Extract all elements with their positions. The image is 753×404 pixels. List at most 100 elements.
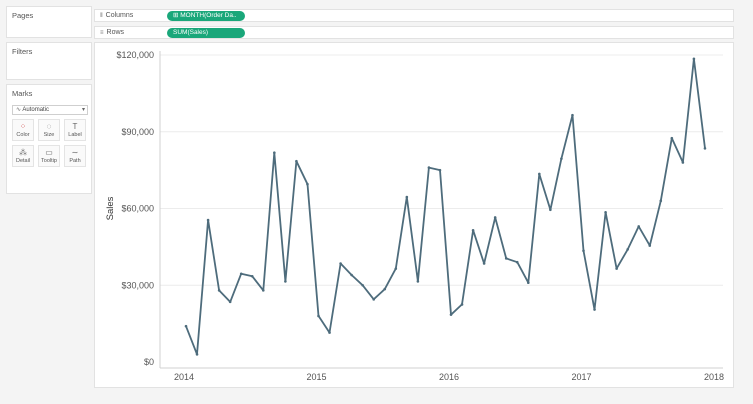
data-point <box>306 182 309 186</box>
x-tick-label: 2017 <box>571 372 591 382</box>
chevron-down-icon: ▾ <box>81 107 85 113</box>
y-tick-label: $120,000 <box>116 50 154 60</box>
data-point <box>593 308 596 311</box>
y-tick-label: $0 <box>144 357 154 367</box>
mark-tooltip-button[interactable]: ▭ Tooltip <box>38 145 60 167</box>
data-point <box>549 208 552 212</box>
data-point <box>206 218 210 222</box>
rows-icon: ≡ <box>100 30 104 36</box>
marks-title: Marks <box>12 89 33 98</box>
mark-button-label: Label <box>68 132 82 138</box>
mark-button-label: Color <box>16 132 30 138</box>
data-point <box>239 272 243 276</box>
mark-button-label: Detail <box>15 158 31 164</box>
columns-icon: ⦀ <box>100 13 103 19</box>
data-point <box>637 225 641 228</box>
data-point <box>692 57 696 61</box>
columns-shelf[interactable]: ⦀ Columns ⊞ MONTH(Order Da.. <box>94 9 734 22</box>
data-point <box>482 262 486 265</box>
rows-pill-sum-sales[interactable]: SUM(Sales) <box>167 28 245 38</box>
sales-series-line <box>185 57 706 356</box>
mark-button-label: Tooltip <box>41 158 57 164</box>
data-point <box>217 289 221 292</box>
data-point <box>526 281 530 284</box>
y-tick-label: $30,000 <box>121 280 154 290</box>
data-point <box>273 151 276 155</box>
data-point <box>681 161 685 164</box>
data-point <box>515 260 519 264</box>
mark-label-button[interactable]: T Label <box>64 119 86 141</box>
data-point <box>648 244 652 247</box>
rows-label: Rows <box>106 29 125 36</box>
data-point <box>493 216 497 219</box>
rows-shelf[interactable]: ≡ Rows SUM(Sales) <box>94 26 734 39</box>
columns-label: Columns <box>105 12 134 19</box>
mark-button-label: Path <box>69 158 81 164</box>
data-point <box>615 267 618 270</box>
data-point <box>416 280 420 283</box>
data-point <box>560 157 563 160</box>
data-point <box>438 168 442 172</box>
data-point <box>394 267 398 270</box>
y-axis-title: Sales <box>105 196 116 220</box>
y-tick-label: $90,000 <box>121 127 154 137</box>
pages-card[interactable]: Pages <box>6 6 92 38</box>
data-point <box>405 195 409 199</box>
detail-icon: ⁂ <box>19 148 27 157</box>
data-point <box>350 273 353 277</box>
filters-title: Filters <box>12 47 33 56</box>
mark-color-button[interactable]: ⁘ Color <box>12 119 34 141</box>
mark-button-label: Size <box>43 132 55 138</box>
columns-pill-month-order-date[interactable]: ⊞ MONTH(Order Da.. <box>167 11 245 21</box>
path-icon: ∼ <box>71 148 79 157</box>
data-point <box>261 289 265 292</box>
data-point <box>295 159 298 163</box>
x-tick-label: 2014 <box>174 372 194 382</box>
data-point <box>659 199 663 203</box>
x-tick-label: 2016 <box>439 372 459 382</box>
data-point <box>361 283 364 287</box>
x-tick-label: 2015 <box>306 372 326 382</box>
tooltip-icon: ▭ <box>45 148 53 157</box>
data-point <box>195 353 199 356</box>
data-point <box>504 257 508 260</box>
sales-line-chart[interactable]: $0 $30,000 $60,000 $90,000 $120,000 2014 2015 2… <box>95 43 733 387</box>
mark-size-button[interactable]: ◌ Size <box>38 119 60 141</box>
label-icon: T <box>72 122 78 131</box>
rows-pill-text: SUM(Sales) <box>173 29 209 36</box>
data-point <box>383 287 387 291</box>
date-field-icon: ⊞ <box>173 12 181 19</box>
data-point <box>538 172 541 176</box>
marks-card: Marks ∿ Automatic ▾ ⁘ Color ◌ Size T Label ⁂ De… <box>6 84 92 194</box>
data-point <box>670 136 674 140</box>
mark-detail-button[interactable]: ⁂ Detail <box>12 145 34 167</box>
data-point <box>328 331 331 334</box>
data-point <box>604 211 607 214</box>
pages-title: Pages <box>12 11 34 20</box>
x-tick-label: 2018 <box>704 372 724 382</box>
mark-type-select[interactable]: ∿ Automatic ▾ <box>12 105 88 115</box>
line-mark-icon: ∿ <box>16 107 23 113</box>
columns-pill-text: MONTH(Order Da.. <box>180 12 237 19</box>
mark-path-button[interactable]: ∼ Path <box>64 145 86 167</box>
data-point <box>284 280 287 283</box>
data-point <box>460 303 464 306</box>
data-point <box>250 274 254 278</box>
data-point <box>449 313 453 316</box>
data-point <box>184 324 188 328</box>
data-point <box>427 166 431 169</box>
chart-view[interactable]: $0 $30,000 $60,000 $90,000 $120,000 2014 2015 2… <box>94 42 734 388</box>
data-point <box>228 300 232 304</box>
size-icon: ◌ <box>46 122 52 131</box>
mark-type-value: Automatic <box>22 107 50 113</box>
filters-card[interactable]: Filters <box>6 42 92 80</box>
data-point <box>571 113 574 117</box>
data-point <box>703 147 707 150</box>
data-point <box>317 314 320 318</box>
data-point <box>582 249 585 253</box>
color-dots-icon: ⁘ <box>19 122 27 131</box>
y-tick-label: $60,000 <box>121 204 154 214</box>
data-point <box>471 228 475 232</box>
data-point <box>339 262 342 265</box>
